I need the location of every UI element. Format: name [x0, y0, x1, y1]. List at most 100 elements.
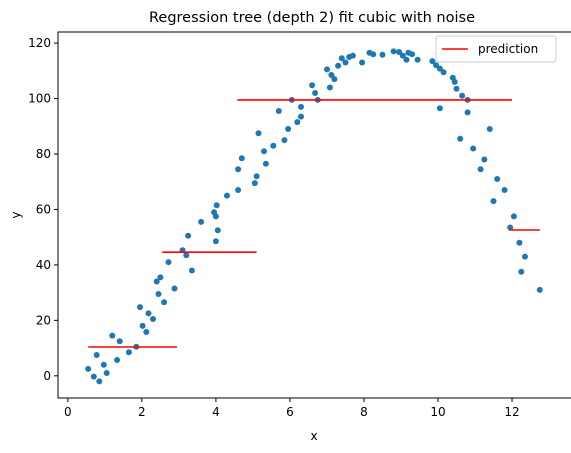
y-axis-label: y — [9, 211, 23, 218]
data-point — [235, 166, 242, 173]
data-point — [270, 142, 277, 149]
x-axis-ticks: 0 2 4 6 8 10 12 — [64, 398, 520, 419]
data-point — [165, 259, 172, 266]
data-point — [150, 316, 156, 322]
data-point — [338, 55, 345, 62]
scatter-points — [85, 48, 543, 385]
data-point — [459, 92, 466, 99]
data-point — [85, 365, 92, 372]
data-point — [518, 268, 525, 275]
data-point — [436, 105, 443, 112]
data-point — [436, 65, 443, 72]
data-point — [409, 51, 416, 58]
data-point — [114, 357, 121, 363]
data-point — [501, 187, 508, 193]
data-point — [536, 286, 543, 293]
y-tick-label: 120 — [28, 36, 51, 50]
data-point — [139, 322, 146, 329]
x-tick-label: 8 — [360, 405, 368, 419]
legend-box — [435, 35, 557, 63]
data-point — [335, 62, 342, 69]
data-point — [188, 267, 195, 274]
data-point — [396, 49, 403, 55]
data-point — [516, 239, 523, 246]
data-point — [481, 156, 488, 163]
data-point — [326, 84, 333, 91]
data-point — [370, 51, 377, 58]
y-tick-label: 80 — [36, 147, 51, 161]
data-point — [235, 187, 242, 193]
x-tick-label: 2 — [138, 405, 146, 419]
data-point — [470, 145, 477, 152]
data-point — [185, 232, 192, 239]
data-point — [451, 78, 458, 85]
data-point — [429, 58, 436, 65]
data-point — [155, 291, 162, 297]
data-point — [251, 180, 258, 187]
data-point — [262, 160, 269, 167]
data-point — [390, 48, 397, 55]
data-point — [359, 59, 366, 66]
data-point — [281, 137, 288, 144]
data-point — [253, 173, 260, 180]
data-point — [96, 378, 103, 385]
data-point — [399, 52, 406, 59]
data-point — [490, 198, 497, 205]
data-point — [143, 329, 150, 335]
data-point — [294, 119, 301, 126]
prediction-lines — [88, 99, 540, 348]
data-point — [153, 278, 160, 285]
data-point — [309, 82, 316, 89]
data-point — [171, 285, 178, 292]
y-tick-label: 100 — [28, 92, 51, 106]
data-point — [255, 130, 262, 137]
x-tick-label: 0 — [64, 405, 72, 419]
data-point — [103, 370, 110, 376]
data-point — [328, 72, 335, 78]
data-point — [464, 109, 471, 116]
plot-frame — [57, 31, 571, 399]
data-point — [477, 166, 484, 173]
data-point — [212, 238, 219, 245]
data-point — [342, 59, 349, 66]
y-tick-label: 0 — [43, 369, 51, 383]
data-point — [379, 51, 386, 58]
data-point — [275, 108, 282, 114]
data-point — [238, 155, 245, 162]
data-point — [298, 103, 304, 110]
data-point — [183, 252, 190, 259]
data-point — [213, 202, 220, 209]
data-point — [324, 66, 330, 73]
y-tick-label: 60 — [36, 202, 51, 216]
data-point — [298, 113, 304, 120]
data-point — [198, 218, 205, 225]
data-point — [137, 304, 143, 311]
data-point — [100, 361, 107, 368]
data-point — [214, 227, 221, 234]
data-point — [414, 56, 421, 63]
data-point — [312, 90, 319, 96]
data-point — [285, 126, 292, 132]
data-point — [331, 76, 338, 83]
plot-area — [85, 48, 543, 385]
x-tick-label: 12 — [504, 405, 519, 419]
data-point — [403, 56, 410, 63]
data-point — [507, 224, 514, 231]
y-tick-label: 40 — [36, 258, 51, 272]
chart-title: Regression tree (depth 2) fit cubic with… — [149, 10, 475, 26]
x-tick-label: 4 — [212, 405, 220, 419]
data-point — [349, 52, 356, 59]
data-point — [522, 253, 528, 260]
data-point — [109, 332, 116, 339]
legend: prediction — [435, 35, 557, 63]
data-point — [93, 352, 100, 358]
x-tick-label: 10 — [430, 405, 445, 419]
data-point — [261, 148, 267, 155]
data-point — [212, 213, 219, 220]
x-tick-label: 6 — [286, 405, 294, 419]
data-point — [224, 192, 230, 199]
data-point — [90, 373, 97, 380]
data-point — [510, 213, 517, 220]
data-point — [157, 274, 164, 281]
data-point — [116, 338, 123, 345]
